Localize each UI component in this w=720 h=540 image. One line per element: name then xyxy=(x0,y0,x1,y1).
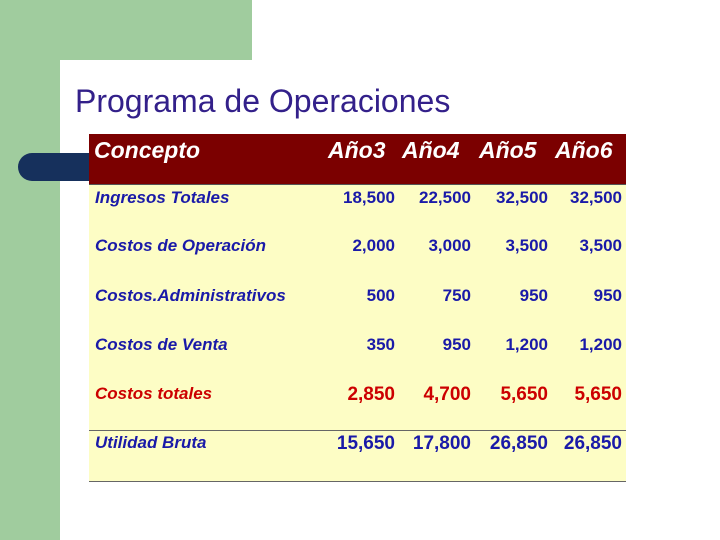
table-row-costos-totales: Costos totales 2,850 4,700 5,650 5,650 xyxy=(89,384,626,414)
table-row-ingresos-totales: Ingresos Totales 18,500 22,500 32,500 32… xyxy=(89,188,626,218)
operations-table: Concepto Año3 Año4 Año5 Año6 Ingresos To… xyxy=(89,134,626,482)
row-label: Ingresos Totales xyxy=(95,188,230,207)
row-label: Costos de Venta xyxy=(95,335,228,354)
cell-year-6: 5,650 xyxy=(574,384,622,405)
cell-year-3: 18,500 xyxy=(343,188,395,207)
header-year-4: Año4 xyxy=(402,137,460,163)
table-row-costos-operacion: Costos de Operación 2,000 3,000 3,500 3,… xyxy=(89,236,626,266)
cell-year-5: 3,500 xyxy=(505,236,548,255)
header-concepto: Concepto xyxy=(94,137,201,163)
cell-year-6: 950 xyxy=(593,286,622,305)
cell-year-5: 1,200 xyxy=(505,335,548,354)
bottom-divider xyxy=(89,481,626,482)
cell-year-6: 1,200 xyxy=(579,335,622,354)
table-row-costos-administrativos: Costos.Administrativos 500 750 950 950 xyxy=(89,286,626,316)
row-label: Utilidad Bruta xyxy=(95,433,207,452)
cell-year-4: 22,500 xyxy=(419,188,471,207)
table-row-utilidad-bruta: Utilidad Bruta 15,650 17,800 26,850 26,8… xyxy=(89,433,626,463)
header-divider xyxy=(89,184,626,185)
cell-year-5: 26,850 xyxy=(489,433,548,454)
cell-year-3: 350 xyxy=(366,335,395,354)
cell-year-5: 5,650 xyxy=(500,384,548,405)
header-year-6: Año6 xyxy=(555,137,613,163)
cell-year-6: 32,500 xyxy=(570,188,622,207)
cell-year-4: 3,000 xyxy=(428,236,471,255)
cell-year-4: 950 xyxy=(442,335,471,354)
cell-year-6: 26,850 xyxy=(563,433,622,454)
table-header-row: Concepto Año3 Año4 Año5 Año6 xyxy=(89,134,626,184)
cell-year-4: 4,700 xyxy=(423,384,471,405)
row-label: Costos totales xyxy=(95,384,213,403)
row-label: Costos de Operación xyxy=(95,236,266,255)
cell-year-4: 750 xyxy=(442,286,471,305)
cell-year-4: 17,800 xyxy=(412,433,471,454)
cell-year-6: 3,500 xyxy=(579,236,622,255)
cell-year-3: 2,850 xyxy=(347,384,395,405)
cell-year-3: 15,650 xyxy=(336,433,395,454)
cell-year-5: 950 xyxy=(519,286,548,305)
decorative-green-top-block xyxy=(60,0,252,60)
cell-year-5: 32,500 xyxy=(496,188,548,207)
slide-title: Programa de Operaciones xyxy=(75,83,451,119)
header-year-3: Año3 xyxy=(328,137,386,163)
header-year-5: Año5 xyxy=(479,137,537,163)
total-divider xyxy=(89,430,626,431)
cell-year-3: 500 xyxy=(366,286,395,305)
cell-year-3: 2,000 xyxy=(352,236,395,255)
decorative-green-sidebar xyxy=(0,0,60,540)
row-label: Costos.Administrativos xyxy=(95,286,286,305)
table-row-costos-venta: Costos de Venta 350 950 1,200 1,200 xyxy=(89,335,626,365)
